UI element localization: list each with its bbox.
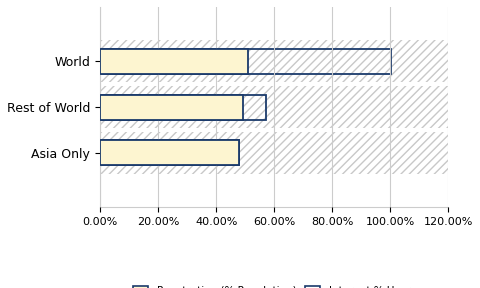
Bar	[100, 94, 266, 120]
Bar	[100, 140, 239, 166]
Legend: Penetration (% Population), Internet % Users: Penetration (% Population), Internet % U…	[131, 284, 418, 288]
Bar	[100, 94, 242, 120]
Bar	[100, 140, 239, 166]
Bar	[100, 86, 448, 128]
Bar	[100, 132, 448, 174]
Bar	[100, 40, 448, 82]
Bar	[100, 49, 248, 74]
Bar	[100, 49, 392, 74]
